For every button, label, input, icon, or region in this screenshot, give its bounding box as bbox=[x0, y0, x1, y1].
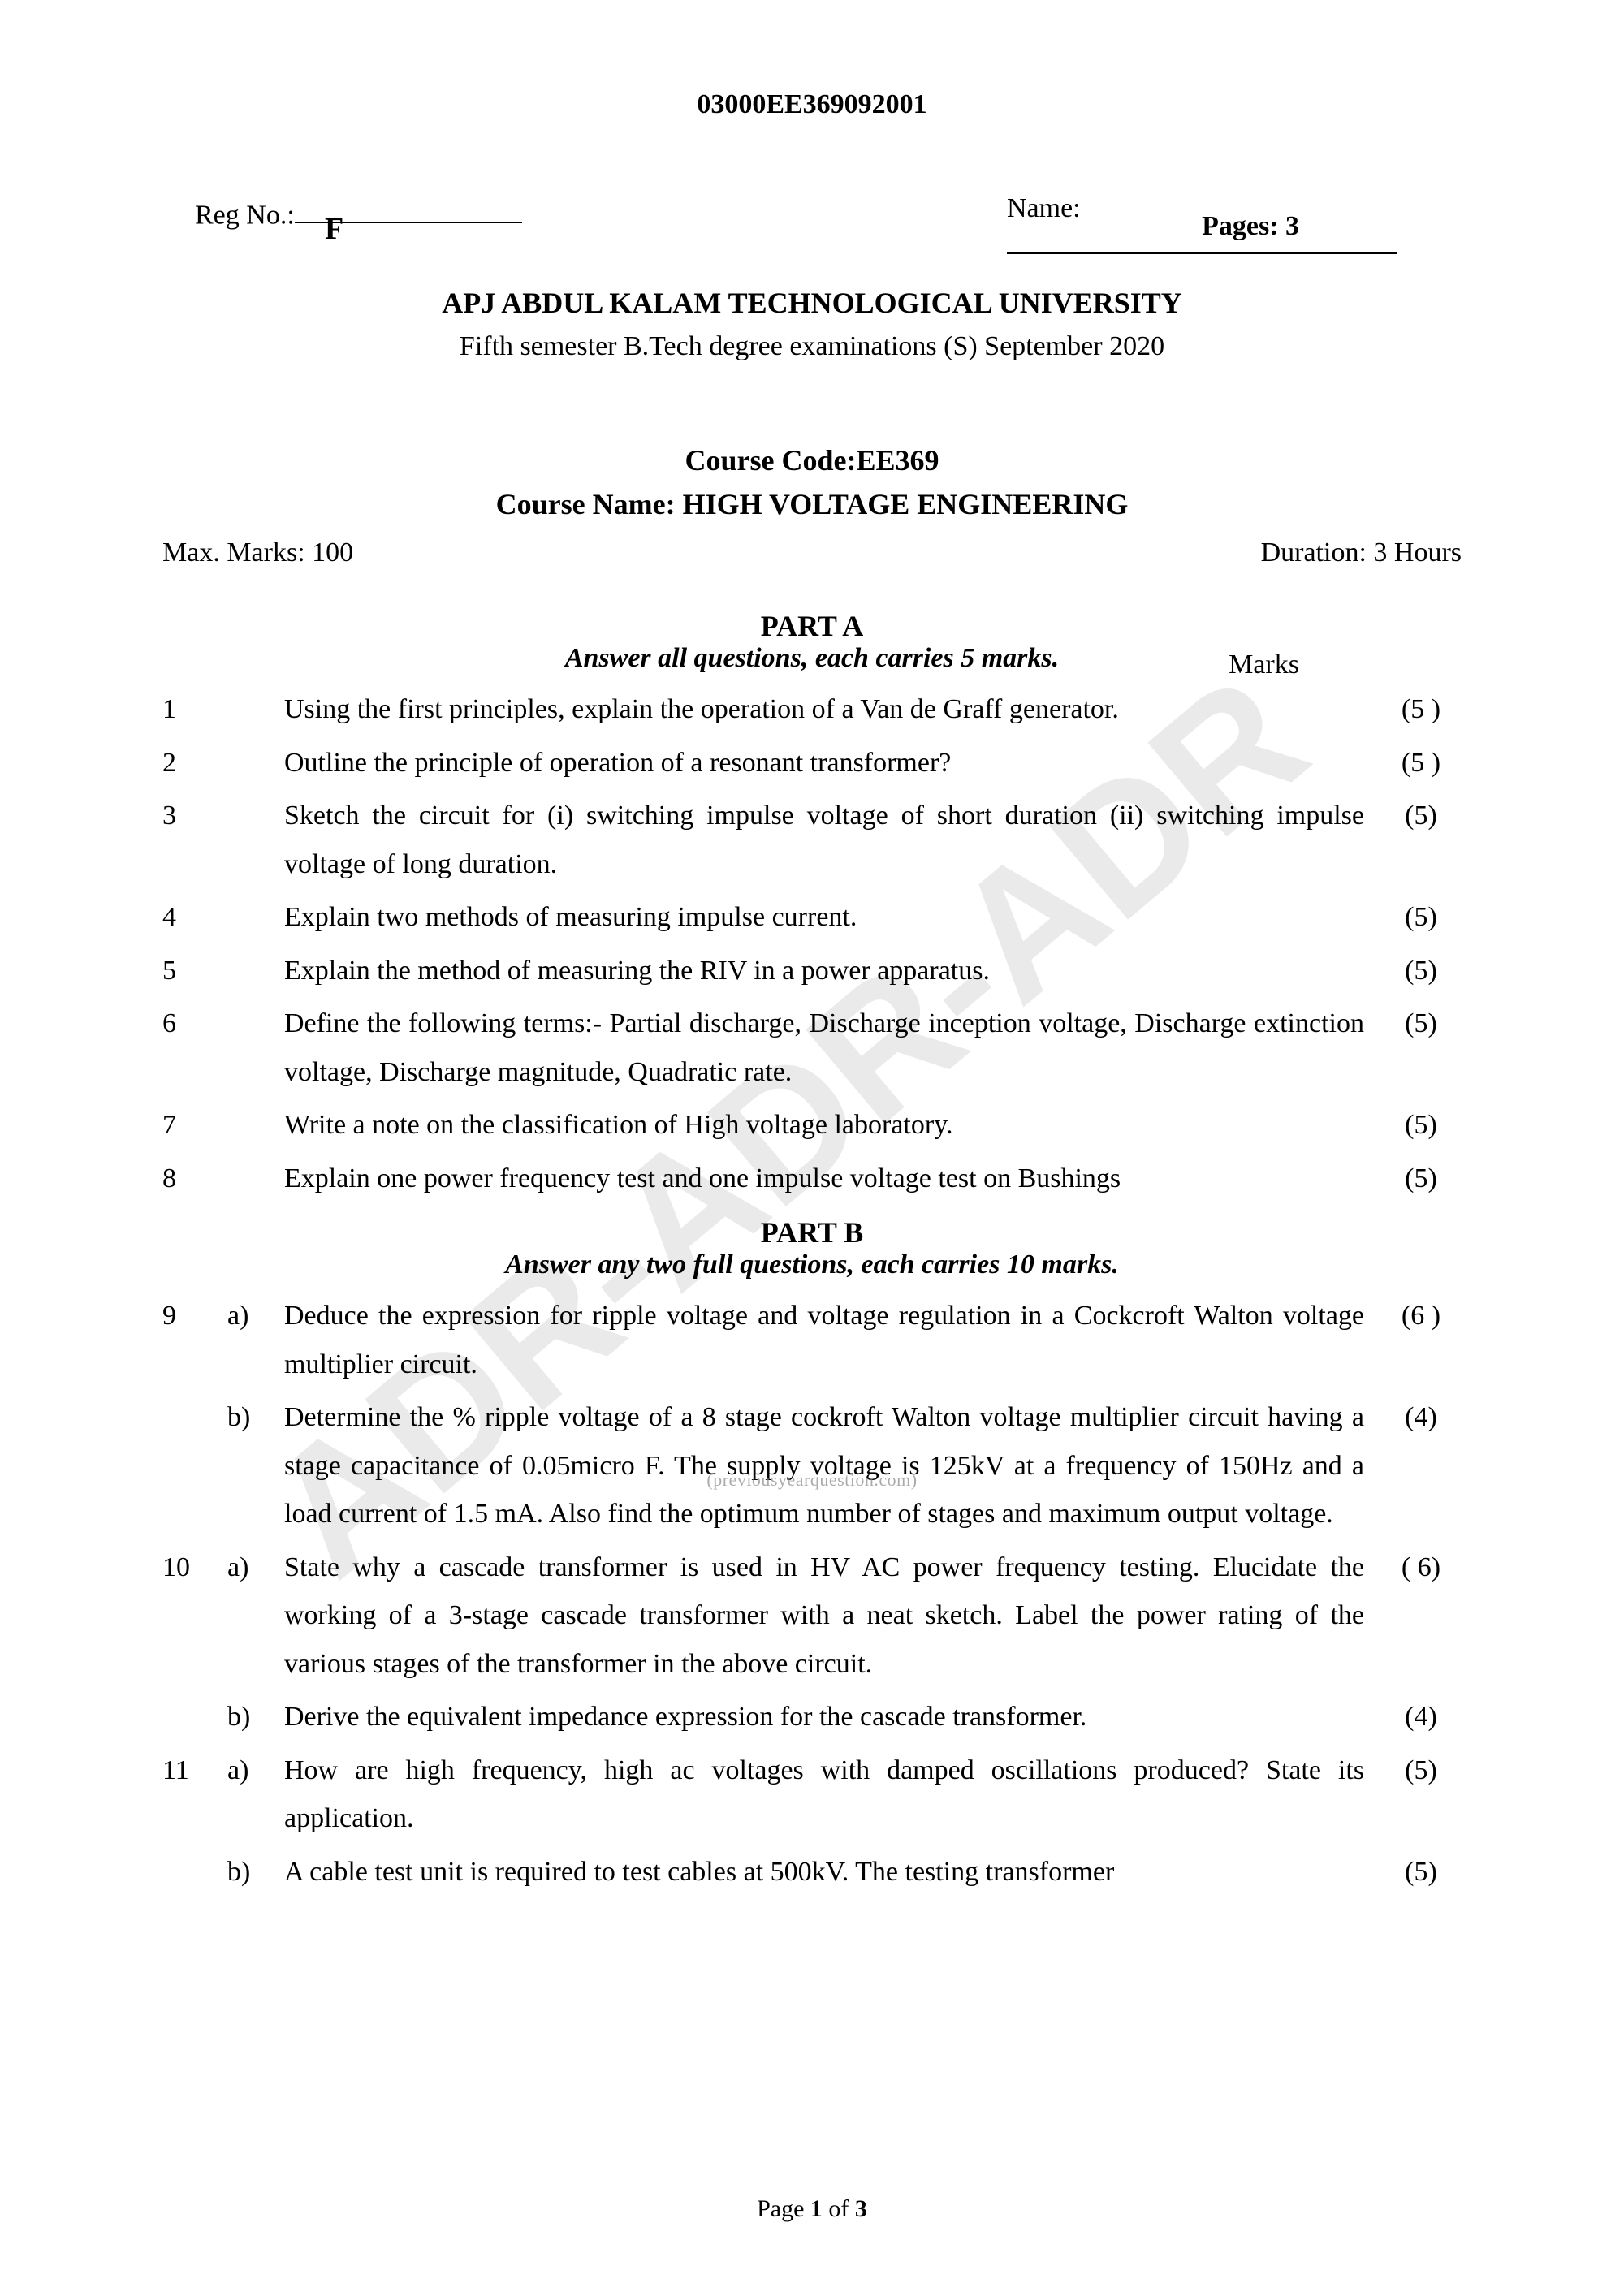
question-marks: (5 ) bbox=[1380, 739, 1462, 788]
page-of: of bbox=[823, 2195, 855, 2222]
university-title: APJ ABDUL KALAM TECHNOLOGICAL UNIVERSITY bbox=[162, 286, 1462, 320]
part-a-title: PART A bbox=[162, 609, 1462, 643]
question-row: b)Derive the equivalent impedance expres… bbox=[162, 1693, 1462, 1741]
question-row: 6 Define the following terms:- Partial di… bbox=[162, 999, 1462, 1096]
question-text: Using the first principles, explain the … bbox=[284, 685, 1380, 734]
question-text: How are high frequency, high ac voltages… bbox=[284, 1746, 1380, 1843]
duration: Duration: 3 Hours bbox=[1261, 537, 1462, 568]
question-subpart bbox=[227, 1101, 284, 1150]
reg-no-field: Reg No.: bbox=[195, 193, 812, 261]
question-marks: (5) bbox=[1380, 1848, 1462, 1897]
question-subpart bbox=[227, 792, 284, 888]
question-row: 9a)Deduce the expression for ripple volt… bbox=[162, 1292, 1462, 1388]
question-subpart: a) bbox=[227, 1543, 284, 1689]
question-marks: (5) bbox=[1380, 1746, 1462, 1843]
question-marks: (4) bbox=[1380, 1693, 1462, 1741]
question-row: 10a)State why a cascade transformer is u… bbox=[162, 1543, 1462, 1689]
question-text: A cable test unit is required to test ca… bbox=[284, 1848, 1380, 1897]
question-number: 2 bbox=[162, 739, 227, 788]
page-label: Page bbox=[757, 2195, 810, 2222]
page-footer: Page 1 of 3 bbox=[0, 2195, 1624, 2223]
page-total: 3 bbox=[855, 2195, 867, 2222]
question-subpart: b) bbox=[227, 1693, 284, 1741]
question-number bbox=[162, 1693, 227, 1741]
question-number: 5 bbox=[162, 947, 227, 995]
question-text: Explain one power frequency test and one… bbox=[284, 1154, 1380, 1203]
question-marks: (5) bbox=[1380, 1154, 1462, 1203]
question-number: 1 bbox=[162, 685, 227, 734]
question-text: Deduce the expression for ripple voltage… bbox=[284, 1292, 1380, 1388]
question-marks: (5) bbox=[1380, 1101, 1462, 1150]
question-marks: (5) bbox=[1380, 792, 1462, 888]
question-text: State why a cascade transformer is used … bbox=[284, 1543, 1380, 1689]
question-text: Explain two methods of measuring impulse… bbox=[284, 893, 1380, 942]
question-marks: ( 6) bbox=[1380, 1543, 1462, 1689]
page-num: 1 bbox=[810, 2195, 823, 2222]
question-number: 11 bbox=[162, 1746, 227, 1843]
question-number: 8 bbox=[162, 1154, 227, 1203]
question-row: 8 Explain one power frequency test and on… bbox=[162, 1154, 1462, 1203]
question-subpart bbox=[227, 1154, 284, 1203]
paper-letter: F bbox=[325, 211, 343, 247]
question-marks: (6 ) bbox=[1380, 1292, 1462, 1388]
question-text: Explain the method of measuring the RIV … bbox=[284, 947, 1380, 995]
pages-count: Pages: 3 bbox=[1202, 211, 1299, 242]
name-field: Name: bbox=[812, 193, 1429, 261]
question-row: 7 Write a note on the classification of H… bbox=[162, 1101, 1462, 1150]
question-number: 6 bbox=[162, 999, 227, 1096]
part-b-subtitle: Answer any two full questions, each carr… bbox=[162, 1249, 1462, 1280]
question-text: Sketch the circuit for (i) switching imp… bbox=[284, 792, 1380, 888]
paper-code: 03000EE369092001 bbox=[162, 89, 1462, 120]
question-subpart bbox=[227, 947, 284, 995]
question-row: 1 Using the first principles, explain the… bbox=[162, 685, 1462, 734]
question-marks: (5) bbox=[1380, 947, 1462, 995]
question-row: 11a)How are high frequency, high ac volt… bbox=[162, 1746, 1462, 1843]
question-number: 4 bbox=[162, 893, 227, 942]
question-row: 3 Sketch the circuit for (i) switching im… bbox=[162, 792, 1462, 888]
question-subpart: a) bbox=[227, 1292, 284, 1388]
question-row: b)A cable test unit is required to test … bbox=[162, 1848, 1462, 1897]
course-code: Course Code:EE369 bbox=[162, 443, 1462, 477]
question-subpart: b) bbox=[227, 1393, 284, 1539]
marks-column-label: Marks bbox=[1229, 650, 1299, 680]
question-subpart: b) bbox=[227, 1848, 284, 1897]
name-label: Name: bbox=[1007, 193, 1081, 223]
question-text: Determine the % ripple voltage of a 8 st… bbox=[284, 1393, 1380, 1539]
exam-line: Fifth semester B.Tech degree examination… bbox=[162, 331, 1462, 362]
max-marks: Max. Marks: 100 bbox=[162, 537, 353, 568]
question-row: 5 Explain the method of measuring the RIV… bbox=[162, 947, 1462, 995]
part-b-title: PART B bbox=[162, 1215, 1462, 1249]
question-subpart bbox=[227, 685, 284, 734]
question-number bbox=[162, 1393, 227, 1539]
reg-no-label: Reg No.: bbox=[195, 200, 295, 230]
question-text: Define the following terms:- Partial dis… bbox=[284, 999, 1380, 1096]
question-marks: (4) bbox=[1380, 1393, 1462, 1539]
question-number: 7 bbox=[162, 1101, 227, 1150]
question-marks: (5) bbox=[1380, 999, 1462, 1096]
question-marks: (5 ) bbox=[1380, 685, 1462, 734]
question-number bbox=[162, 1848, 227, 1897]
question-number: 3 bbox=[162, 792, 227, 888]
question-number: 9 bbox=[162, 1292, 227, 1388]
question-row: 2 Outline the principle of operation of a… bbox=[162, 739, 1462, 788]
question-subpart bbox=[227, 739, 284, 788]
course-name: Course Name: HIGH VOLTAGE ENGINEERING bbox=[162, 487, 1462, 521]
question-subpart bbox=[227, 999, 284, 1096]
question-text: Derive the equivalent impedance expressi… bbox=[284, 1693, 1380, 1741]
question-row: 4 Explain two methods of measuring impuls… bbox=[162, 893, 1462, 942]
question-text: Outline the principle of operation of a … bbox=[284, 739, 1380, 788]
question-subpart: a) bbox=[227, 1746, 284, 1843]
question-number: 10 bbox=[162, 1543, 227, 1689]
question-subpart bbox=[227, 893, 284, 942]
question-text: Write a note on the classification of Hi… bbox=[284, 1101, 1380, 1150]
question-marks: (5) bbox=[1380, 893, 1462, 942]
question-row: b)Determine the % ripple voltage of a 8 … bbox=[162, 1393, 1462, 1539]
